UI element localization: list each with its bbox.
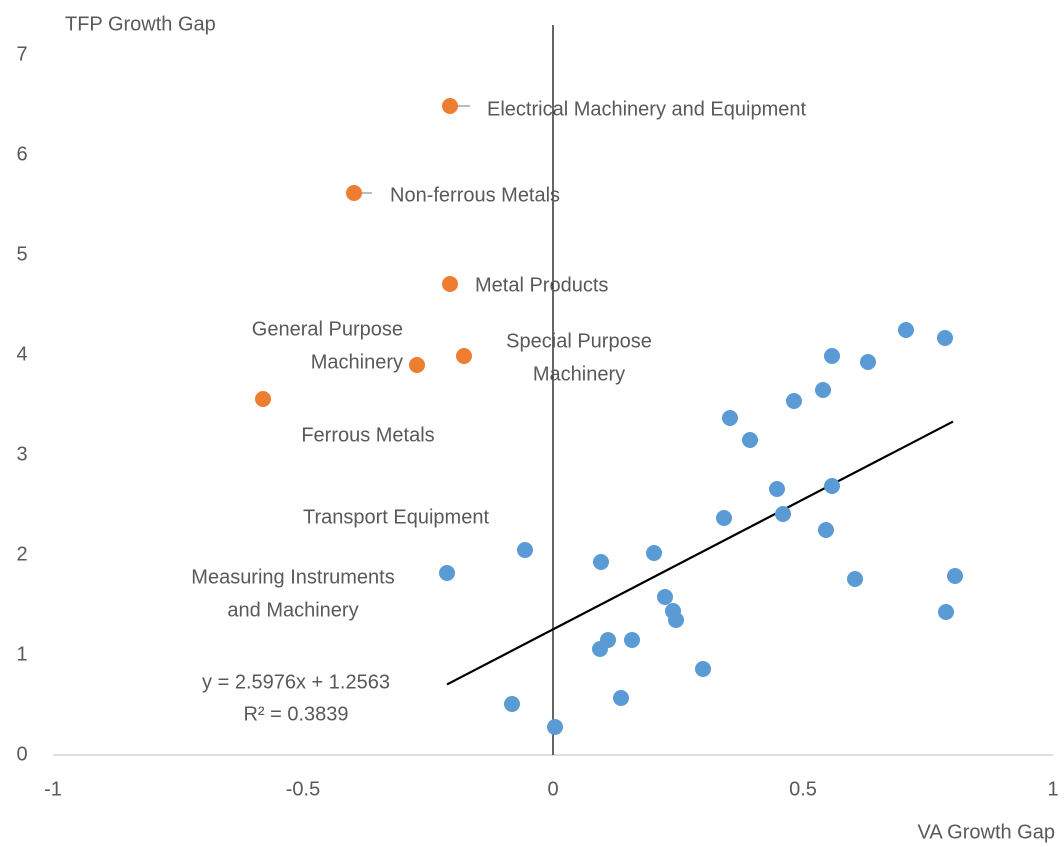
point <box>624 632 640 648</box>
x-axis-title: VA Growth Gap <box>918 821 1055 843</box>
point <box>504 696 520 712</box>
point <box>775 506 791 522</box>
point <box>769 481 785 497</box>
point <box>442 98 458 114</box>
annotation: Non-ferrous Metals <box>390 184 560 206</box>
point <box>456 348 472 364</box>
point <box>815 382 831 398</box>
point <box>847 571 863 587</box>
x-tick-label: -0.5 <box>286 778 320 800</box>
point <box>547 719 563 735</box>
y-tick-label: 6 <box>16 143 27 165</box>
x-tick-label: 0.5 <box>789 778 817 800</box>
point <box>600 632 616 648</box>
annotation: Measuring Instruments <box>191 566 394 588</box>
point <box>517 542 533 558</box>
y-axis-title: TFP Growth Gap <box>65 13 216 35</box>
annotation: Transport Equipment <box>303 506 489 528</box>
point <box>646 545 662 561</box>
point <box>860 354 876 370</box>
x-tick-label: 1 <box>1047 778 1058 800</box>
trendline <box>446 420 954 686</box>
point <box>695 661 711 677</box>
annotation: Metal Products <box>475 274 608 296</box>
point <box>346 185 362 201</box>
annotation: Machinery <box>311 351 403 373</box>
annotation: and Machinery <box>227 599 358 621</box>
point <box>668 612 684 628</box>
point <box>947 568 963 584</box>
annotation: General Purpose <box>252 318 403 340</box>
point <box>716 510 732 526</box>
y-tick-label: 2 <box>16 543 27 565</box>
point <box>742 432 758 448</box>
y-tick-label: 5 <box>16 243 27 265</box>
y-tick-label: 3 <box>16 443 27 465</box>
point <box>409 357 425 373</box>
annotation: Electrical Machinery and Equipment <box>487 98 806 120</box>
annotation: Special Purpose <box>506 330 652 352</box>
trendline-label: y = 2.5976x + 1.2563 <box>202 671 390 693</box>
y-tick-label: 0 <box>16 743 27 765</box>
trendline-label: R² = 0.3839 <box>243 703 348 725</box>
point <box>439 565 455 581</box>
point <box>255 391 271 407</box>
x-tick-label: -1 <box>44 778 62 800</box>
x-tick-label: 0 <box>547 778 558 800</box>
point <box>722 410 738 426</box>
y-tick-label: 1 <box>16 643 27 665</box>
y-tick-label: 4 <box>16 343 27 365</box>
point <box>824 478 840 494</box>
y-tick-label: 7 <box>16 43 27 65</box>
point <box>657 589 673 605</box>
point <box>786 393 802 409</box>
point <box>938 604 954 620</box>
point <box>593 554 609 570</box>
point <box>937 330 953 346</box>
point <box>442 276 458 292</box>
point <box>898 322 914 338</box>
point <box>824 348 840 364</box>
point <box>613 690 629 706</box>
annotation: Ferrous Metals <box>301 424 434 446</box>
annotation: Machinery <box>533 363 625 385</box>
point <box>818 522 834 538</box>
